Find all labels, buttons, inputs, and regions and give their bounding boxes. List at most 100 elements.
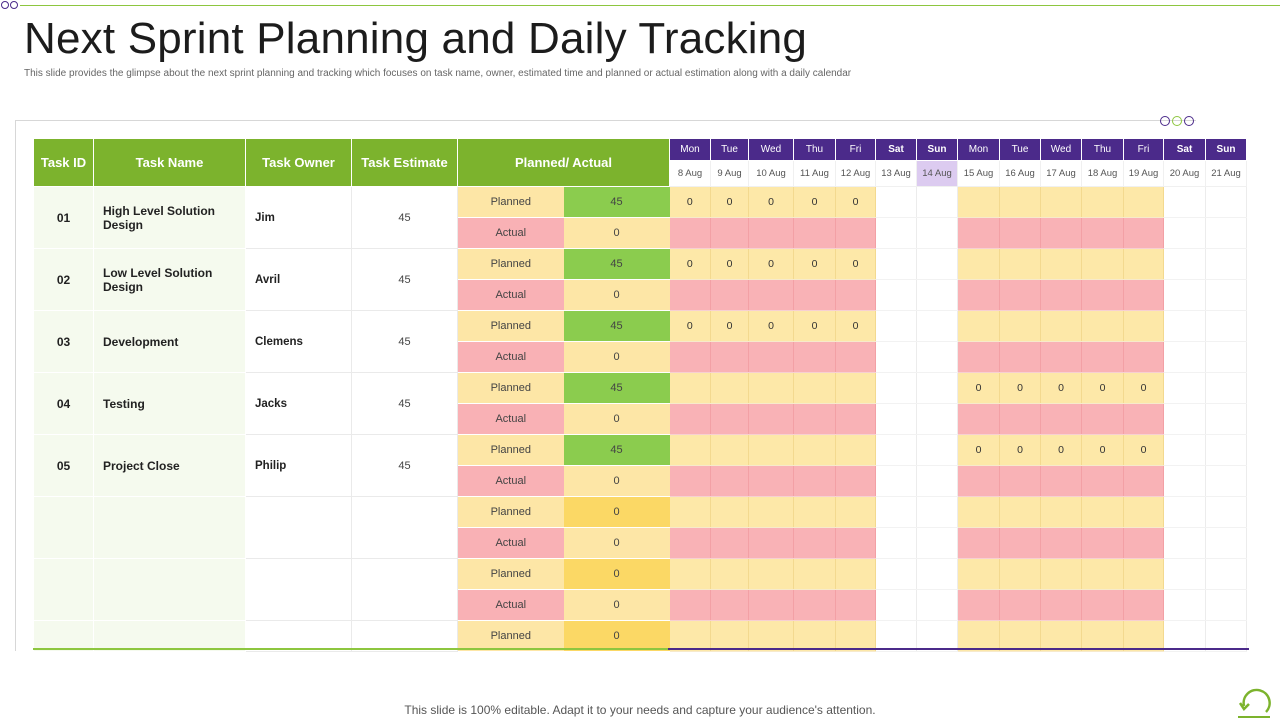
planned-day-cell: [835, 496, 876, 528]
weekend-cell: [1205, 620, 1247, 652]
weekend-cell: [1205, 310, 1247, 342]
planned-day-cell: [957, 186, 1000, 218]
actual-day-cell: [957, 465, 1000, 497]
planned-day-cell: [793, 434, 836, 466]
planned-day-cell: [669, 434, 711, 466]
planned-day-cell: [710, 496, 749, 528]
planned-day-cell: [1123, 558, 1164, 590]
planned-day-cell: [793, 620, 836, 652]
planned-day-cell: 0: [1081, 372, 1124, 404]
planned-day-cell: [748, 496, 794, 528]
planned-day-cell: [835, 620, 876, 652]
actual-day-cell: [999, 527, 1041, 559]
actual-day-cell: [999, 589, 1041, 621]
planned-day-cell: 0: [1081, 434, 1124, 466]
actual-day-cell: [793, 341, 836, 373]
planned-day-cell: 0: [957, 372, 1000, 404]
planned-day-cell: [710, 620, 749, 652]
weekend-cell: [1205, 527, 1247, 559]
task-name: Low Level Solution Design: [93, 248, 246, 311]
actual-day-cell: [793, 217, 836, 249]
actual-day-cell: [957, 527, 1000, 559]
planned-value: 0: [563, 558, 670, 590]
actual-day-cell: [748, 217, 794, 249]
planned-day-cell: [748, 558, 794, 590]
actual-day-cell: [748, 279, 794, 311]
weekend-cell: [1163, 558, 1206, 590]
table-row-planned: Planned 0: [33, 620, 1247, 652]
actual-day-cell: [1123, 217, 1164, 249]
task-estimate: 45: [351, 310, 458, 373]
planned-day-cell: [793, 496, 836, 528]
planned-day-cell: 0: [669, 186, 711, 218]
planned-day-cell: [1040, 620, 1082, 652]
planned-day-cell: [1081, 186, 1124, 218]
top-rule: [20, 5, 1280, 6]
weekend-cell: [1163, 186, 1206, 218]
weekend-cell: [916, 341, 958, 373]
planned-day-cell: [710, 434, 749, 466]
actual-day-cell: [1081, 279, 1124, 311]
header-task-owner: Task Owner: [245, 138, 352, 187]
weekend-cell: [1205, 372, 1247, 404]
planned-day-cell: [710, 372, 749, 404]
planned-day-cell: 0: [999, 372, 1041, 404]
weekend-cell: [916, 217, 958, 249]
actual-day-cell: [669, 403, 711, 435]
planned-day-cell: 0: [957, 434, 1000, 466]
planned-day-cell: 0: [793, 248, 836, 280]
actual-day-cell: [710, 217, 749, 249]
actual-day-cell: [793, 527, 836, 559]
weekend-cell: [916, 310, 958, 342]
weekend-cell: [916, 620, 958, 652]
actual-day-cell: [999, 341, 1041, 373]
planned-day-cell: [957, 248, 1000, 280]
planned-day-cell: [669, 372, 711, 404]
planned-day-cell: [957, 310, 1000, 342]
planned-value: 45: [563, 310, 670, 342]
planned-value: 45: [563, 434, 670, 466]
day-header: Mon: [957, 138, 1000, 161]
planned-value: 0: [563, 496, 670, 528]
actual-value: 0: [563, 403, 670, 435]
table-row-actual: Actual 0: [34, 279, 1247, 311]
actual-day-cell: [710, 341, 749, 373]
actual-day-cell: [835, 527, 876, 559]
planned-day-cell: [999, 310, 1041, 342]
date-header: 16 Aug: [999, 160, 1041, 187]
weekend-cell: [875, 434, 917, 466]
actual-day-cell: [1081, 217, 1124, 249]
actual-day-cell: [1081, 403, 1124, 435]
date-header: 13 Aug: [875, 160, 917, 187]
weekend-cell: [875, 248, 917, 280]
table-row-planned: 05 Project Close Philip 45 Planned 45 0 0 0 0 0: [33, 434, 1247, 497]
actual-day-cell: [957, 279, 1000, 311]
weekend-cell: [875, 217, 917, 249]
weekend-cell: [1205, 558, 1247, 590]
table-row-actual: Actual 0: [34, 589, 1247, 621]
actual-value: 0: [563, 527, 670, 559]
day-header: Tue: [710, 138, 749, 161]
weekend-cell: [916, 403, 958, 435]
planned-label: Planned: [457, 248, 564, 280]
actual-day-cell: [1081, 341, 1124, 373]
planned-day-cell: [835, 558, 876, 590]
weekend-cell: [916, 186, 958, 218]
weekend-cell: [1163, 527, 1206, 559]
weekend-cell: [875, 620, 917, 652]
task-owner: Philip: [245, 434, 352, 497]
actual-label: Actual: [457, 217, 564, 249]
planned-day-cell: [669, 620, 711, 652]
planned-day-cell: 0: [669, 310, 711, 342]
day-header: Sun: [1205, 138, 1247, 161]
header-task-id: Task ID: [33, 138, 94, 187]
day-header: Fri: [1123, 138, 1164, 161]
planned-label: Planned: [457, 372, 564, 404]
actual-day-cell: [835, 465, 876, 497]
weekend-cell: [916, 589, 958, 621]
weekend-cell: [1205, 465, 1247, 497]
actual-value: 0: [563, 341, 670, 373]
actual-day-cell: [835, 217, 876, 249]
task-owner: Avril: [245, 248, 352, 311]
planned-day-cell: 0: [835, 186, 876, 218]
